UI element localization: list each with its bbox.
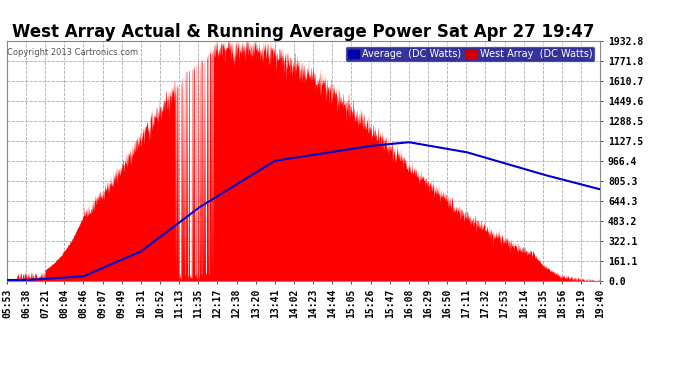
Text: Copyright 2013 Cartronics.com: Copyright 2013 Cartronics.com <box>8 48 139 57</box>
Title: West Array Actual & Running Average Power Sat Apr 27 19:47: West Array Actual & Running Average Powe… <box>12 23 595 41</box>
Legend: Average  (DC Watts), West Array  (DC Watts): Average (DC Watts), West Array (DC Watts… <box>345 46 595 62</box>
